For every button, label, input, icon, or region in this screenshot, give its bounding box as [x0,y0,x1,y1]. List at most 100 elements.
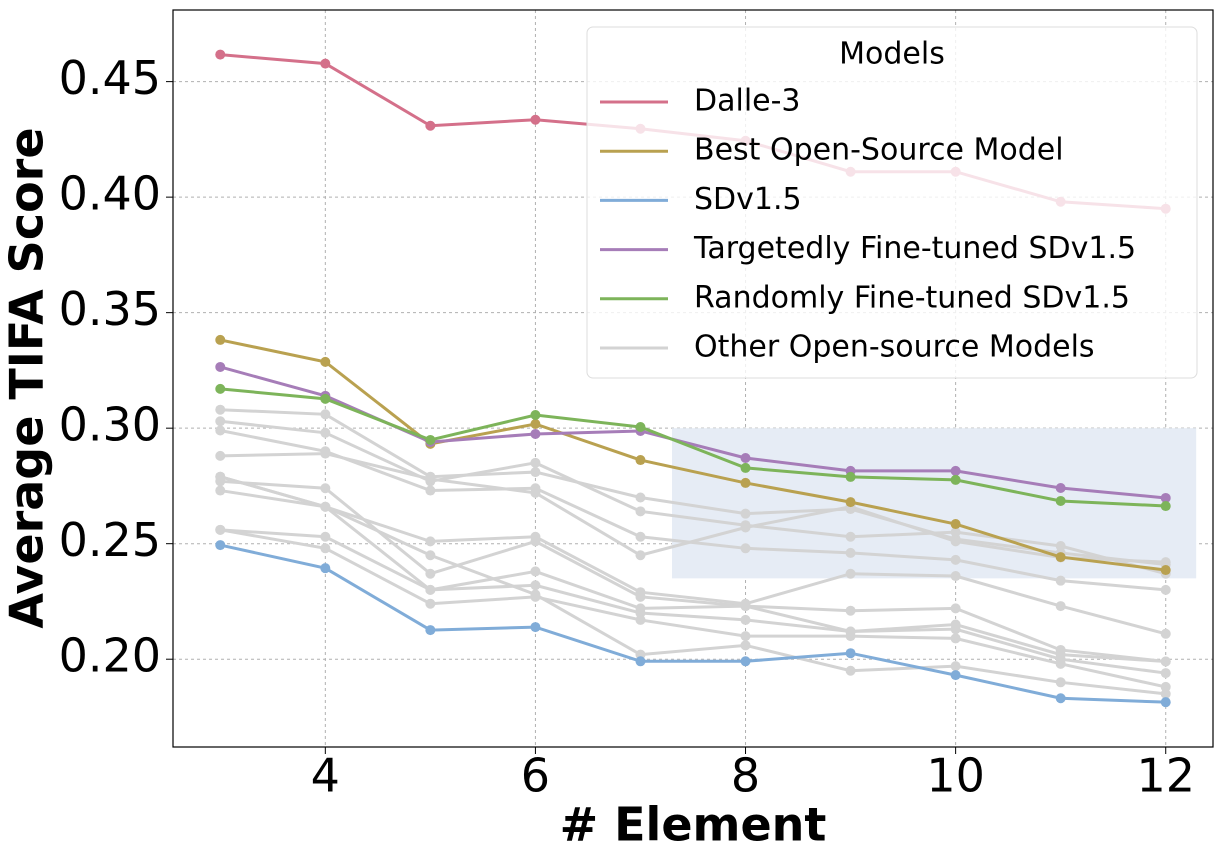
plot-frame [172,9,1214,748]
other-model-line-point [215,471,226,482]
other-model-line-point [1055,601,1066,612]
other-model-line-point [215,450,226,461]
series-line-point [320,58,331,69]
other-model-line-point [845,605,856,616]
other-model-line-point [1160,557,1171,568]
other-model-line-point [215,485,226,496]
legend-title: Models [839,37,945,72]
other-model-line-point [635,492,646,503]
x-axis-label: # Element [560,798,827,852]
other-model-line-point [740,508,751,519]
series-line-point [950,474,961,485]
other-model-line [219,475,1167,636]
other-model-line-point [845,665,856,676]
legend-label: Randomly Fine-tuned SDv1.5 [694,280,1130,315]
other-model-line-point [740,640,751,651]
legend-label: Dalle-3 [694,84,801,119]
other-model-line [219,475,1166,696]
other-model-line-point [320,531,331,542]
series-line-point [425,625,436,636]
series-line-point [530,410,541,421]
series-line-point [1160,565,1171,576]
other-model-line-point [425,536,436,547]
series-line-point [740,462,751,473]
other-model-line-point [425,598,436,609]
other-model-line-point [950,624,961,635]
other-model-line-point [950,536,961,547]
other-model-line-point [950,661,961,672]
y-tick-label: 0.20 [59,629,161,683]
other-model-line-point [950,633,961,644]
other-model-line-point [425,584,436,595]
series-line [219,543,1166,704]
other-model-line-point [530,457,541,468]
series-line-point [950,519,961,530]
other-model-line-point [425,474,436,484]
series-line-point [845,497,856,508]
series-line-point [950,670,961,681]
other-model-line-point [1160,668,1171,679]
series-line-point [425,434,436,445]
other-model-line-point [845,631,856,642]
x-tick-label: 10 [926,749,985,803]
other-model-line-point [740,631,751,642]
other-model-line-point [530,536,541,547]
legend-label: SDv1.5 [694,182,802,217]
other-model-line-point [635,531,646,542]
other-model-line-point [320,483,331,494]
series-line-point [215,49,226,60]
other-model-line-point [530,487,541,498]
series-line-point [1160,492,1171,503]
other-model-line-point [635,608,646,618]
other-model-line-point [1055,541,1066,551]
other-model-line-point [215,524,226,535]
other-model-line-point [530,566,541,577]
other-model-line-point [1160,681,1171,692]
series-line-point [845,471,856,482]
series-line-point [530,419,541,430]
other-model-line-point [1055,677,1066,688]
other-model-line-point [845,547,856,558]
other-model-line-point [635,591,646,602]
other-model-line-point [845,531,856,542]
series-line [219,338,1166,572]
other-model-line-point [320,501,331,512]
series-line-point [215,334,226,345]
x-tick-label: 8 [731,749,760,803]
series-line-point [530,622,541,633]
series-line-point [1160,697,1171,708]
other-model-line-point [740,601,751,612]
other-model-line [220,408,1166,566]
y-tick-label: 0.35 [59,282,161,336]
series-line-point [320,563,331,574]
series-line-point [425,120,436,131]
other-model-line-point [950,603,961,614]
other-model-line-point [845,568,856,579]
other-model-line-point [320,543,331,554]
y-axis-label: Average TIFA Score [0,127,54,628]
series-line-point [320,393,331,404]
other-model-line-point [950,527,961,538]
other-model-line-point [530,589,541,600]
other-model-line-point [1055,575,1066,586]
series-line-point [530,428,541,439]
other-model-line-point [950,571,961,582]
x-tick-label: 12 [1136,749,1195,803]
other-model-line-point [740,522,751,533]
other-model-line [220,528,1166,675]
other-model-line [220,452,1166,564]
other-model-line-point [425,550,436,561]
other-model-line [220,489,1166,664]
y-tick-label: 0.45 [59,51,161,105]
series-line [220,387,1166,508]
series-line-point [215,361,226,372]
other-model-line-point [530,467,541,478]
series-line-point [320,356,331,367]
series-line-point [1055,693,1066,704]
other-model-line-point [425,485,436,496]
series-line-point [1055,552,1066,563]
series-line-point [950,465,961,476]
x-tick-label: 6 [521,749,550,803]
other-model-line-point [1160,628,1171,639]
